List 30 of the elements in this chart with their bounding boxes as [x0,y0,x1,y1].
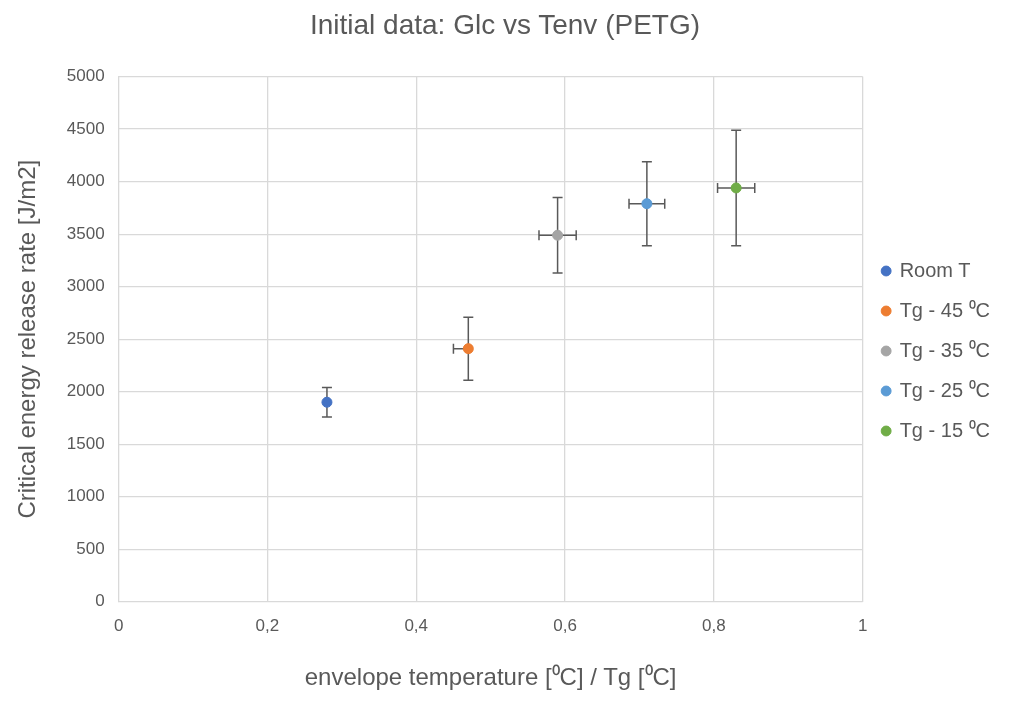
y-tick-label: 1000 [66,486,105,506]
point [730,182,742,194]
y-tick-label: 1500 [66,433,105,453]
legend-label: Tg - 25 ⁰C [899,378,990,401]
y-tick-label: 4500 [66,118,105,138]
y-tick-label: 4000 [66,171,105,191]
x-tick-label: 1 [857,615,868,635]
legend-label: Tg - 35 ⁰C [899,338,990,361]
legend-label: Room T [899,258,971,281]
chart-title: Initial data: Glc vs Tenv (PETG) [309,8,701,40]
y-tick-label: 0 [95,591,105,611]
x-tick-label: 0,6 [553,615,577,635]
x-tick-label: 0,8 [702,615,726,635]
y-tick-label: 2000 [66,381,105,401]
legend-label: Tg - 15 ⁰C [899,418,990,441]
x-tick-label: 0,2 [255,615,280,635]
point [462,343,474,355]
y-tick-label: 3500 [66,223,105,243]
y-tick-label: 5000 [66,66,105,86]
y-tick-label: 2500 [66,328,105,348]
x-tick-label: 0 [113,615,124,635]
point [641,198,653,210]
y-tick-label: 3000 [66,276,105,296]
x-axis-title: envelope temperature [⁰C] / Tg [⁰C] [304,663,677,691]
point [321,396,333,408]
x-tick-label: 0,4 [404,615,429,635]
y-axis-title: Critical energy release rate [J/m2] [13,159,41,519]
point [552,229,564,241]
y-tick-label: 500 [76,538,105,558]
legend-label: Tg - 45 ⁰C [899,298,990,321]
